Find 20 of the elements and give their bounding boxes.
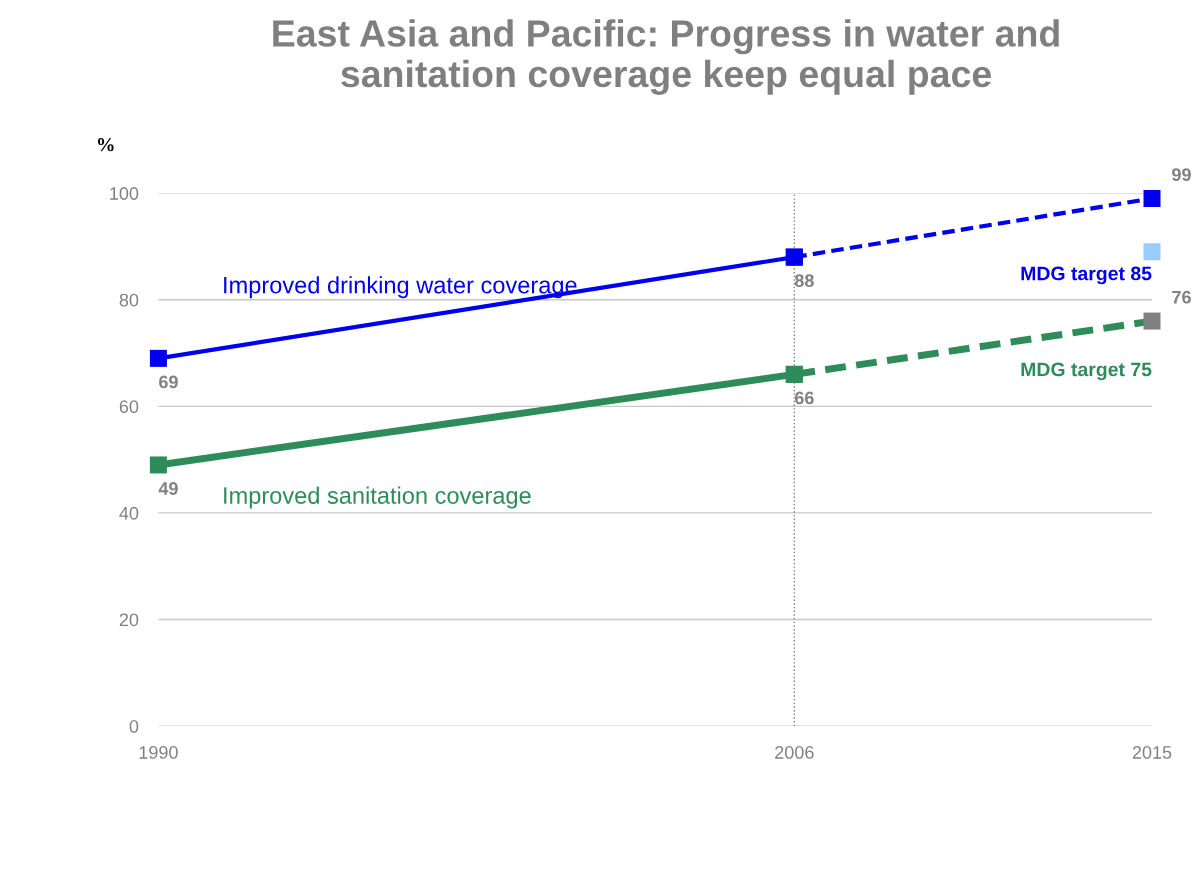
y-tick-label: 60	[119, 400, 139, 414]
data-label: 99	[1172, 168, 1191, 182]
annotation: MDG target 75	[1021, 362, 1152, 381]
x-tick-label: 1990	[139, 746, 178, 759]
chart-title: East Asia and Pacific: Progress in water and sanitation coverage keep equal pace	[273, 19, 1059, 95]
y-tick-label: 0	[129, 720, 139, 733]
data-label: 49	[158, 482, 178, 495]
y-tick-label: 100	[110, 187, 139, 200]
data-label: 69	[159, 375, 178, 389]
data-label: 76	[1172, 290, 1191, 304]
x-tick-label: 2006	[775, 746, 814, 759]
series-label: Improved sanitation coverage	[224, 486, 531, 509]
x-tick-label: 2015	[1132, 746, 1172, 759]
y-tick-label: 20	[119, 613, 139, 627]
data-label: 88	[794, 274, 814, 288]
y-tick-label: 40	[119, 506, 139, 520]
annotation: MDG target 85	[1021, 266, 1152, 285]
y-axis-title: %	[97, 138, 114, 152]
y-tick-label: 80	[119, 293, 139, 307]
data-label: 66	[794, 391, 814, 405]
